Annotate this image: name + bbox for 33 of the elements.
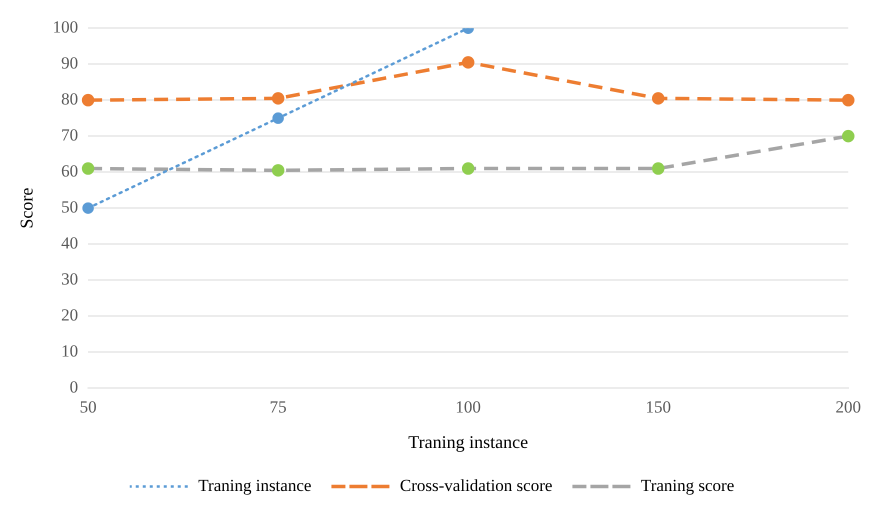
point bbox=[652, 92, 664, 105]
y-tick-label: 20 bbox=[61, 306, 78, 325]
legend-label: Traning score bbox=[640, 476, 734, 495]
legend-label: Traning instance bbox=[198, 476, 312, 495]
x-tick-label: 100 bbox=[455, 398, 481, 417]
y-tick-label: 60 bbox=[61, 162, 78, 181]
x-tick-label: 150 bbox=[645, 398, 671, 417]
point bbox=[842, 94, 854, 106]
y-tick-label: 90 bbox=[61, 54, 78, 73]
point bbox=[462, 162, 474, 175]
y-tick-label: 0 bbox=[70, 377, 78, 396]
x-tick-label: 75 bbox=[270, 398, 287, 417]
x-axis-title: Traning instance bbox=[408, 432, 528, 452]
y-tick-label: 80 bbox=[61, 90, 78, 109]
point bbox=[272, 164, 284, 177]
point bbox=[272, 92, 284, 105]
y-tick-label: 40 bbox=[61, 234, 78, 253]
point bbox=[462, 56, 474, 69]
x-tick-label: 200 bbox=[836, 398, 861, 417]
y-axis-title: Score bbox=[16, 188, 37, 229]
point bbox=[82, 202, 94, 214]
point bbox=[82, 162, 94, 175]
point bbox=[82, 94, 94, 106]
legend-label: Cross-validation score bbox=[400, 476, 552, 495]
y-tick-label: 70 bbox=[61, 126, 78, 145]
point bbox=[272, 112, 284, 124]
y-tick-label: 30 bbox=[61, 270, 78, 289]
x-tick-label: 50 bbox=[80, 398, 97, 417]
point bbox=[652, 162, 664, 175]
y-tick-label: 50 bbox=[61, 198, 78, 217]
point bbox=[842, 130, 854, 142]
y-tick-label: 100 bbox=[52, 18, 78, 37]
y-tick-label: 10 bbox=[61, 341, 78, 360]
